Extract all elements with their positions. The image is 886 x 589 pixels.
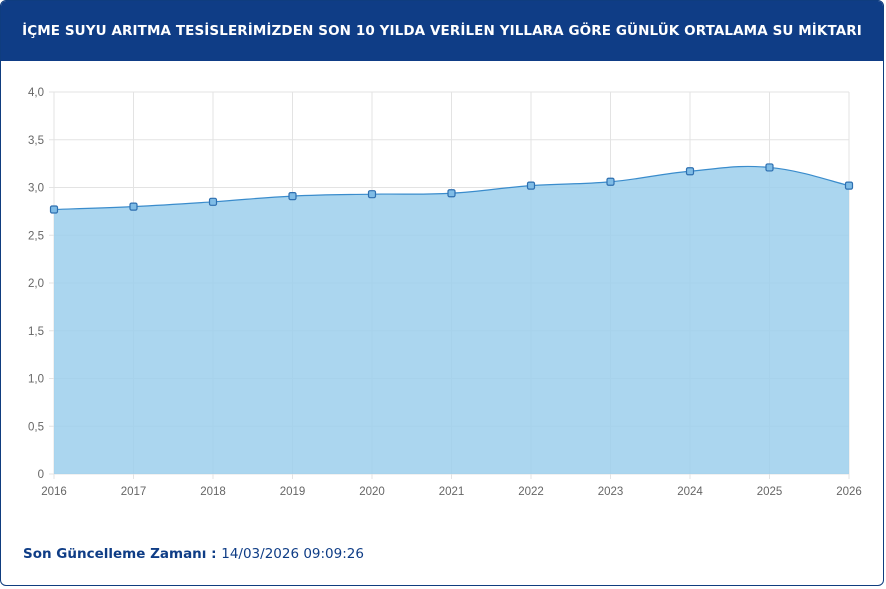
data-point bbox=[526, 181, 536, 190]
y-tick-label: 0 bbox=[38, 469, 44, 481]
data-point bbox=[288, 191, 297, 201]
x-tick-label: 2016 bbox=[41, 486, 67, 498]
last-update-separator: : bbox=[206, 546, 222, 562]
x-tick-label: 2023 bbox=[598, 486, 624, 498]
data-point bbox=[765, 163, 774, 172]
x-tick-label: 2020 bbox=[359, 486, 385, 498]
y-tick-label: 3,5 bbox=[28, 135, 44, 147]
x-tick-label: 2026 bbox=[836, 486, 862, 498]
y-tick-label: 4,0 bbox=[28, 87, 44, 99]
data-point bbox=[129, 202, 138, 211]
y-tick-label: 1,5 bbox=[28, 326, 44, 338]
y-axis-labels: 0 0,5 1,0 1,5 2,0 2,5 3,0 3,5 4,0 bbox=[28, 87, 44, 481]
x-axis-labels: 2016 2017 2018 2019 2020 2021 2022 2023 2024 2025… bbox=[41, 486, 862, 498]
y-tick-label: 2,0 bbox=[28, 278, 44, 290]
x-tick-label: 2022 bbox=[518, 486, 544, 498]
chart-markers bbox=[49, 163, 854, 214]
area-chart: 00,51,01,52,02,53,03,54,0 2016 2017 2018 20… bbox=[28, 87, 862, 498]
data-point bbox=[367, 190, 377, 199]
last-update-timestamp: 14/03/2026 09:09:26 bbox=[221, 546, 364, 562]
y-tick-label: 1,0 bbox=[28, 374, 44, 386]
data-point bbox=[49, 205, 59, 214]
area-fill bbox=[54, 166, 849, 475]
chart-title: İÇME SUYU ARITMA TESİSLERİMİZDEN SON 10 … bbox=[22, 23, 862, 39]
last-update-label: Son Güncelleme Zamanı bbox=[23, 546, 207, 562]
chart-header: İÇME SUYU ARITMA TESİSLERİMİZDEN SON 10 … bbox=[1, 1, 883, 61]
y-tick-label: 0,5 bbox=[28, 421, 44, 433]
x-tick-label: 2019 bbox=[280, 486, 306, 498]
x-tick-label: 2021 bbox=[439, 486, 465, 498]
x-tick-label: 2025 bbox=[757, 486, 783, 498]
x-tick-label: 2018 bbox=[200, 486, 226, 498]
y-tick-label: 3,0 bbox=[28, 183, 44, 195]
data-point bbox=[606, 177, 615, 186]
data-point bbox=[685, 167, 695, 176]
data-point bbox=[844, 181, 854, 190]
x-tick-label: 2024 bbox=[677, 486, 703, 498]
data-point bbox=[208, 197, 218, 206]
x-tick-label: 2017 bbox=[121, 486, 147, 498]
chart-area bbox=[53, 165, 850, 475]
last-update: Son Güncelleme Zamanı : 14/03/2026 09:09… bbox=[23, 545, 364, 562]
data-point bbox=[447, 189, 456, 198]
y-tick-label: 2,5 bbox=[28, 230, 44, 242]
